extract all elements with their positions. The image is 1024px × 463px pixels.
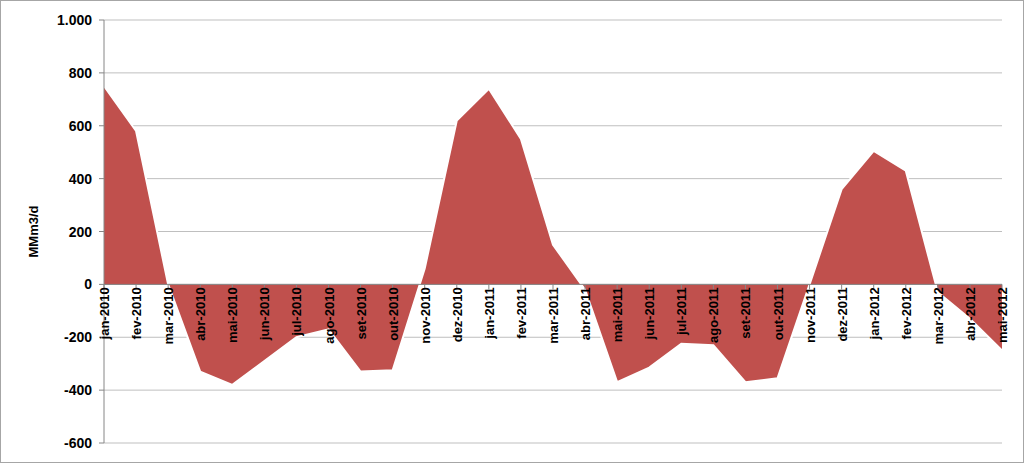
grid-line bbox=[104, 390, 1002, 391]
x-tick-label: mai-2010 bbox=[225, 287, 240, 343]
plot-area bbox=[104, 86, 1002, 385]
y-tick bbox=[99, 390, 104, 391]
x-tick-label: fev-2010 bbox=[129, 287, 144, 339]
x-tick-label: out-2011 bbox=[771, 287, 786, 340]
y-tick-label: 400 bbox=[69, 171, 93, 187]
x-tick-label: nov-2010 bbox=[418, 287, 433, 343]
x-tick-label: fev-2011 bbox=[514, 287, 529, 338]
grid-line bbox=[104, 20, 1002, 21]
y-tick bbox=[99, 125, 104, 126]
x-tick-label: mai-2011 bbox=[610, 287, 625, 342]
y-tick-label: 600 bbox=[69, 118, 93, 134]
x-tick-label: ago-2010 bbox=[322, 287, 337, 343]
x-tick-label: mai-2012 bbox=[995, 287, 1010, 343]
x-tick-label: jul-2011 bbox=[674, 287, 689, 336]
x-tick-label: fev-2012 bbox=[899, 287, 914, 339]
x-tick-label: set-2011 bbox=[738, 287, 753, 338]
x-tick-label: abr-2011 bbox=[578, 287, 593, 340]
chart-frame bbox=[1, 1, 1024, 463]
y-tick bbox=[99, 284, 104, 285]
y-tick-label: -400 bbox=[64, 382, 92, 398]
x-tick-label: set-2010 bbox=[354, 287, 369, 339]
y-axis bbox=[104, 20, 105, 443]
x-tick-label: jan-2011 bbox=[482, 287, 497, 339]
x-tick-label: mar-2010 bbox=[161, 287, 176, 344]
x-tick-label: jun-2010 bbox=[257, 287, 272, 341]
x-tick-label: mar-2011 bbox=[546, 287, 561, 343]
y-axis-title: MMm3/d bbox=[26, 205, 41, 257]
x-tick-label: mar-2012 bbox=[931, 287, 946, 344]
grid-line bbox=[104, 72, 1002, 73]
x-tick-label: jul-2010 bbox=[289, 287, 304, 336]
y-tick bbox=[99, 178, 104, 179]
x-tick-label: dez-2010 bbox=[450, 287, 465, 342]
x-tick-label: abr-2010 bbox=[193, 287, 208, 340]
x-tick-label: abr-2012 bbox=[963, 287, 978, 340]
x-tick-label: jan-2010 bbox=[97, 287, 112, 340]
y-tick-label: 200 bbox=[69, 224, 93, 240]
y-tick-label: -200 bbox=[64, 329, 92, 345]
x-tick-label: jun-2011 bbox=[642, 287, 657, 340]
x-tick-label: nov-2011 bbox=[803, 287, 818, 343]
y-tick-label: 1.000 bbox=[57, 12, 92, 28]
x-tick-label: ago-2011 bbox=[706, 287, 721, 343]
area-outline bbox=[104, 86, 1002, 385]
area bbox=[104, 86, 1002, 385]
grid-line bbox=[104, 443, 1002, 444]
x-tick-label: dez-2011 bbox=[835, 287, 850, 341]
chart: -600 -400 -200 0 200 400 600 800 1.000 MMm3/d jan-… bbox=[0, 0, 1024, 463]
x-tick-label: jan-2012 bbox=[867, 287, 882, 340]
y-tick bbox=[99, 20, 104, 21]
x-tick-label: out-2010 bbox=[386, 287, 401, 340]
y-tick bbox=[99, 72, 104, 73]
y-tick bbox=[99, 231, 104, 232]
y-tick-label: -600 bbox=[64, 435, 92, 451]
grid-line bbox=[104, 125, 1002, 126]
y-tick-label: 800 bbox=[69, 65, 93, 81]
y-tick bbox=[99, 443, 104, 444]
y-tick-label: 0 bbox=[84, 276, 92, 292]
